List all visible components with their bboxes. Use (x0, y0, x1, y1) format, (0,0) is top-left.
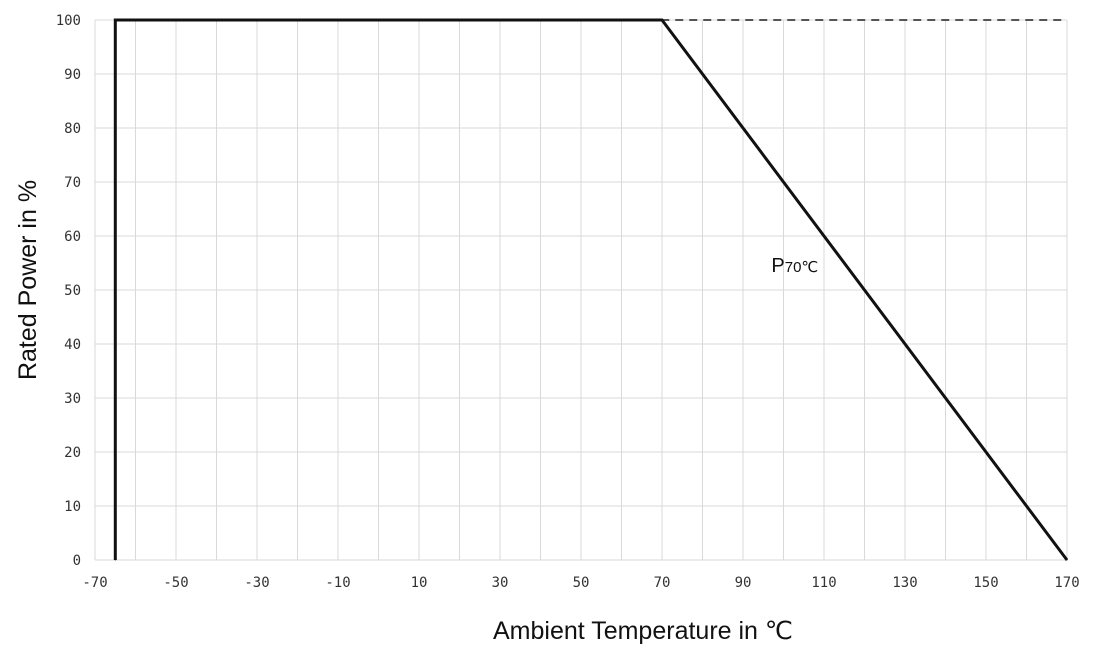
x-tick-label: 150 (973, 575, 998, 591)
p70-annotation: P70℃ (771, 255, 818, 277)
x-tick-label: 90 (735, 575, 752, 591)
x-tick-labels: -70 -50 -30 -10 10 30 50 70 90 110 130 150 170 (82, 575, 1079, 591)
y-tick-label: 80 (64, 121, 81, 137)
y-tick-label: 50 (64, 283, 81, 299)
x-tick-label: 130 (892, 575, 917, 591)
derating-curve (113, 18, 1069, 561)
curve-vertex (661, 19, 663, 21)
x-tick-label: -70 (82, 575, 107, 591)
x-tick-label: 50 (573, 575, 590, 591)
x-tick-label: -30 (244, 575, 269, 591)
y-tick-label: 70 (64, 175, 81, 191)
x-tick-label: 70 (654, 575, 671, 591)
y-tick-label: 60 (64, 229, 81, 245)
x-tick-label: 110 (811, 575, 836, 591)
p70-annotation-sub: 70℃ (785, 259, 819, 276)
y-tick-label: 0 (73, 553, 81, 569)
y-tick-label: 90 (64, 67, 81, 83)
x-tick-label: -50 (163, 575, 188, 591)
x-tick-label: 10 (411, 575, 428, 591)
y-axis-title: Rated Power in % (14, 180, 42, 380)
y-tick-label: 10 (64, 499, 81, 515)
plot-series (113, 18, 1069, 561)
y-tick-label: 30 (64, 391, 81, 407)
x-axis-title: Ambient Temperature in ℃ (493, 617, 793, 645)
grid (94, 19, 1068, 561)
x-tick-label: 170 (1054, 575, 1079, 591)
y-tick-label: 20 (64, 445, 81, 461)
curve-vertex (1066, 559, 1068, 561)
x-tick-label: -10 (325, 575, 350, 591)
x-tick-label: 30 (492, 575, 509, 591)
y-tick-labels: 0 10 20 30 40 50 60 70 80 90 100 (56, 13, 81, 569)
y-tick-label: 100 (56, 13, 81, 29)
curve-vertex (114, 559, 116, 561)
p70-annotation-main: P (771, 255, 784, 277)
curve-vertex (114, 19, 116, 21)
y-tick-label: 40 (64, 337, 81, 353)
